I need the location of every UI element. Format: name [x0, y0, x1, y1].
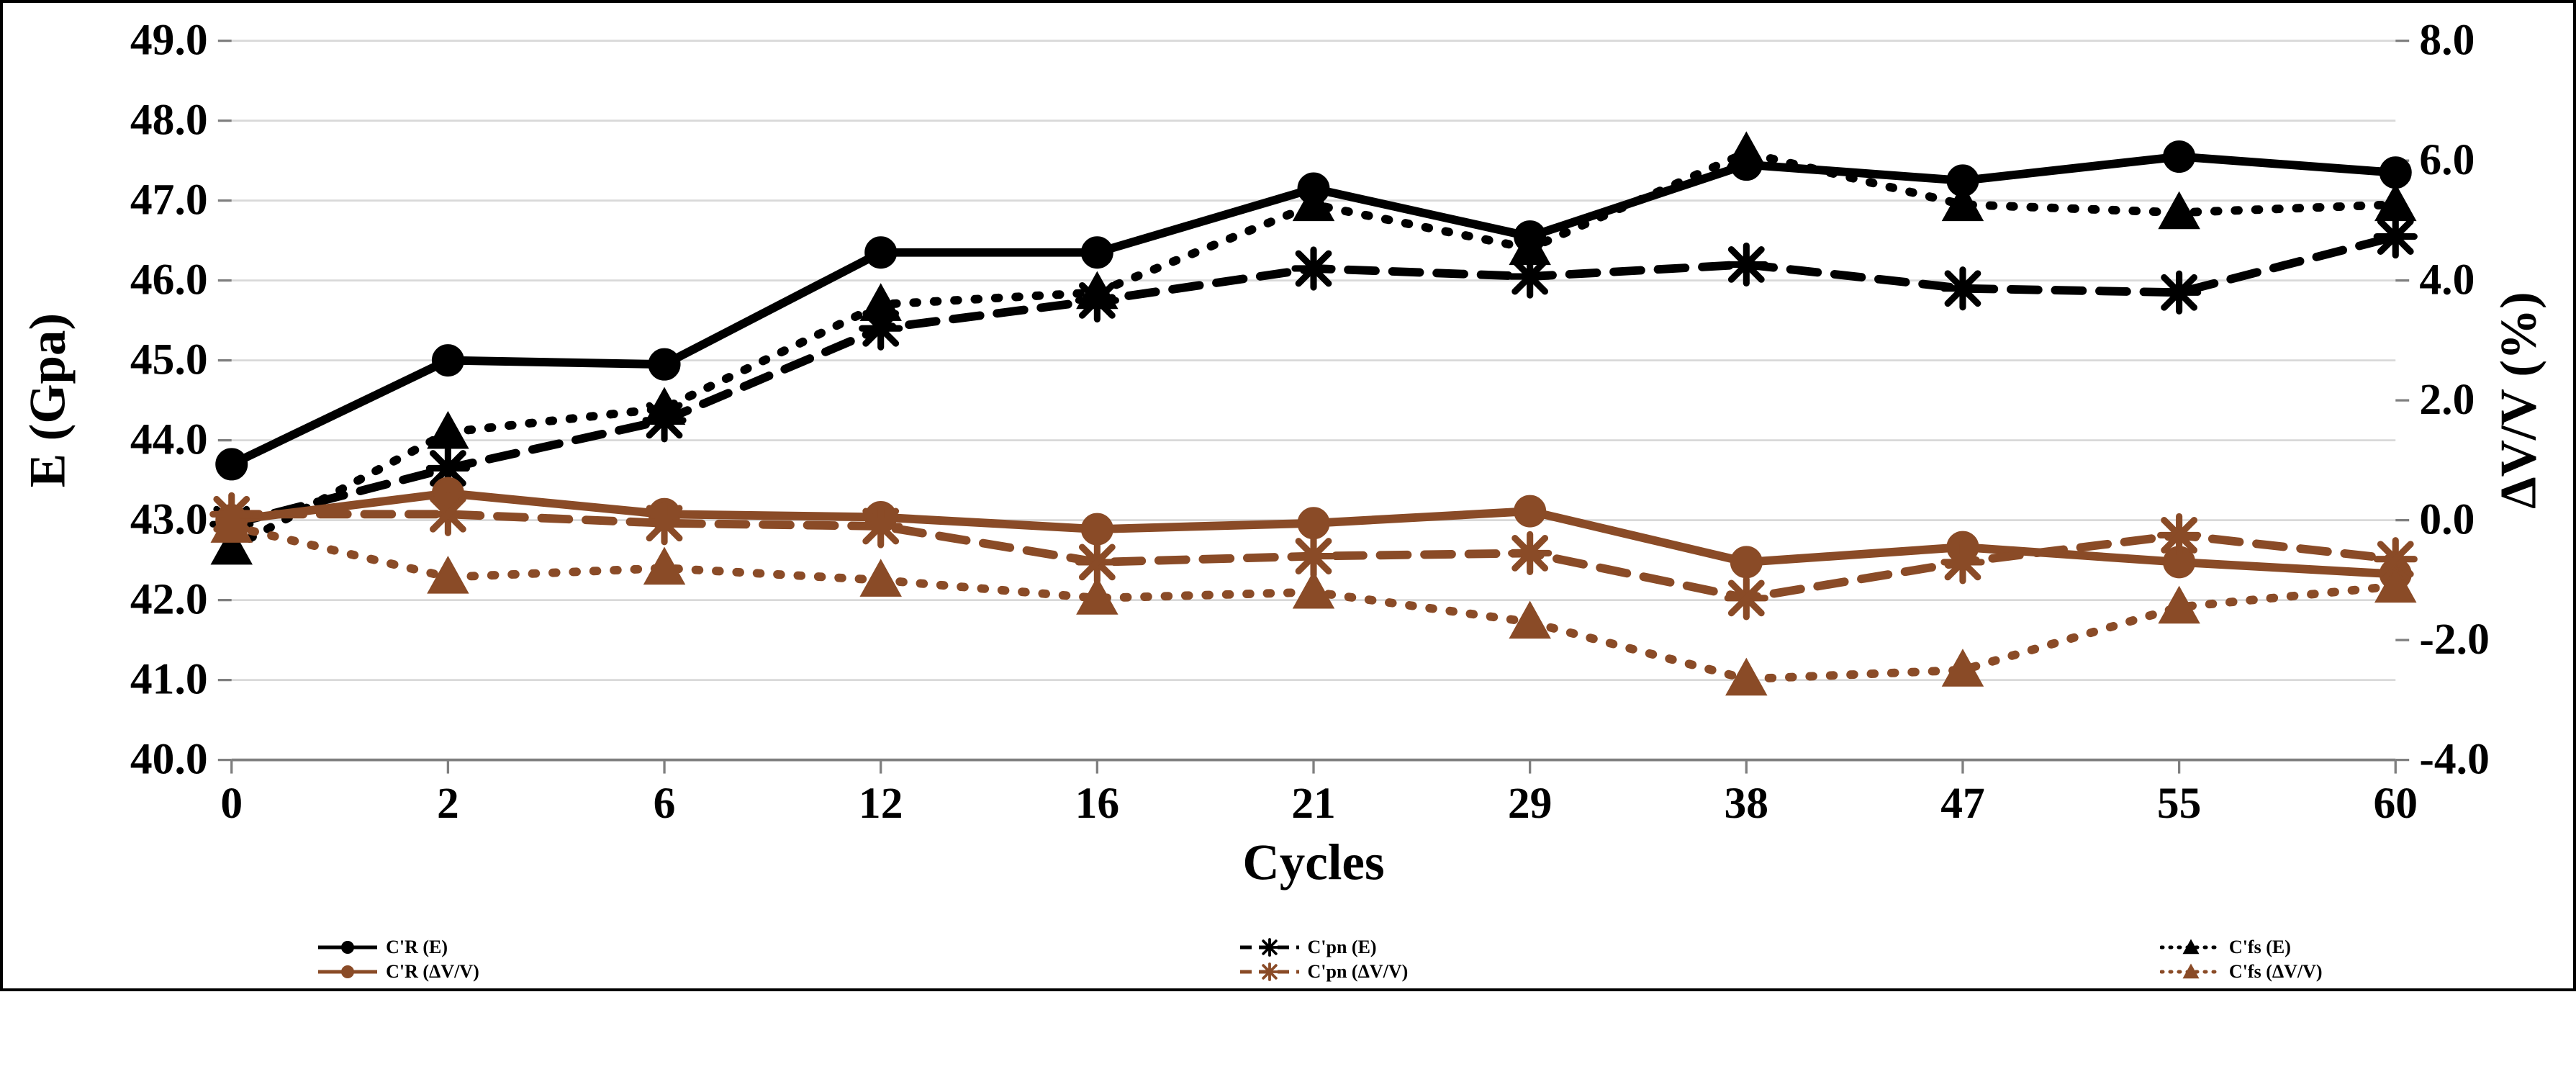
legend-item-cfs_e: C'fs (E) — [2160, 937, 2362, 958]
y-left-tick-label: 40.0 — [130, 735, 208, 784]
legend-item-cr_dv: C'R (ΔV/V) — [317, 961, 518, 983]
y-right-tick-label: 2.0 — [2419, 375, 2475, 424]
x-tick-label: 6 — [654, 779, 676, 828]
legend-item-cpn_e: C'pn (E) — [1239, 937, 1440, 958]
legend: C'R (E) C'pn (E) C'fs (E) C'R (ΔV/V) C'pn (… — [10, 935, 2566, 984]
y-right-tick-label: 4.0 — [2419, 256, 2475, 305]
y-right-tick-label: -4.0 — [2419, 735, 2489, 784]
x-axis-title: Cycles — [1242, 834, 1384, 890]
y-left-tick-label: 46.0 — [130, 256, 208, 305]
y-right-tick-label: 0.0 — [2419, 495, 2475, 544]
x-tick-label: 12 — [859, 779, 903, 828]
legend-item-cpn_dv: C'pn (ΔV/V) — [1239, 961, 1440, 983]
x-tick-label: 16 — [1075, 779, 1120, 828]
legend-label: C'pn (E) — [1308, 937, 1377, 958]
x-tick-label: 2 — [437, 779, 459, 828]
y-right-tick-label: -2.0 — [2419, 615, 2489, 664]
y-left-tick-label: 44.0 — [130, 415, 208, 464]
series-cpn_e — [213, 218, 2415, 544]
legend-label: C'pn (ΔV/V) — [1308, 961, 1409, 983]
y-left-tick-label: 49.0 — [130, 16, 208, 65]
y-right-tick-label: 8.0 — [2419, 16, 2475, 65]
x-tick-label: 55 — [2157, 779, 2202, 828]
x-tick-label: 60 — [2373, 779, 2418, 828]
x-tick-label: 29 — [1508, 779, 1553, 828]
chart-container: 40.0 41.0 42.0 43.0 44.0 45.0 46.0 47.0 48.0 49.0… — [0, 0, 2576, 991]
y-right-tick-label: 6.0 — [2419, 135, 2475, 184]
y-left-tick-label: 43.0 — [130, 495, 208, 544]
y-left-axis-title: E (Gpa) — [20, 313, 76, 488]
legend-label: C'R (ΔV/V) — [386, 961, 479, 983]
y-left-tick-label: 42.0 — [130, 575, 208, 624]
x-tick-label: 47 — [1940, 779, 1985, 828]
x-tick-label: 38 — [1725, 779, 1769, 828]
x-tick-label: 21 — [1291, 779, 1336, 828]
y-left-tick-label: 48.0 — [130, 96, 208, 145]
y-left-tick-label: 47.0 — [130, 176, 208, 225]
legend-item-cr_e: C'R (E) — [317, 937, 518, 958]
plot-area: 40.0 41.0 42.0 43.0 44.0 45.0 46.0 47.0 48.0 49.0… — [10, 10, 2566, 934]
legend-label: C'R (E) — [386, 937, 448, 958]
y-left-tick-label: 45.0 — [130, 335, 208, 384]
y-right-axis-title: ΔV/V (%) — [2490, 292, 2546, 509]
x-tick-label: 0 — [220, 779, 243, 828]
legend-label: C'fs (ΔV/V) — [2229, 961, 2323, 983]
legend-item-cfs_dv: C'fs (ΔV/V) — [2160, 961, 2362, 983]
y-left-tick-label: 41.0 — [130, 655, 208, 704]
legend-label: C'fs (E) — [2229, 937, 2291, 958]
